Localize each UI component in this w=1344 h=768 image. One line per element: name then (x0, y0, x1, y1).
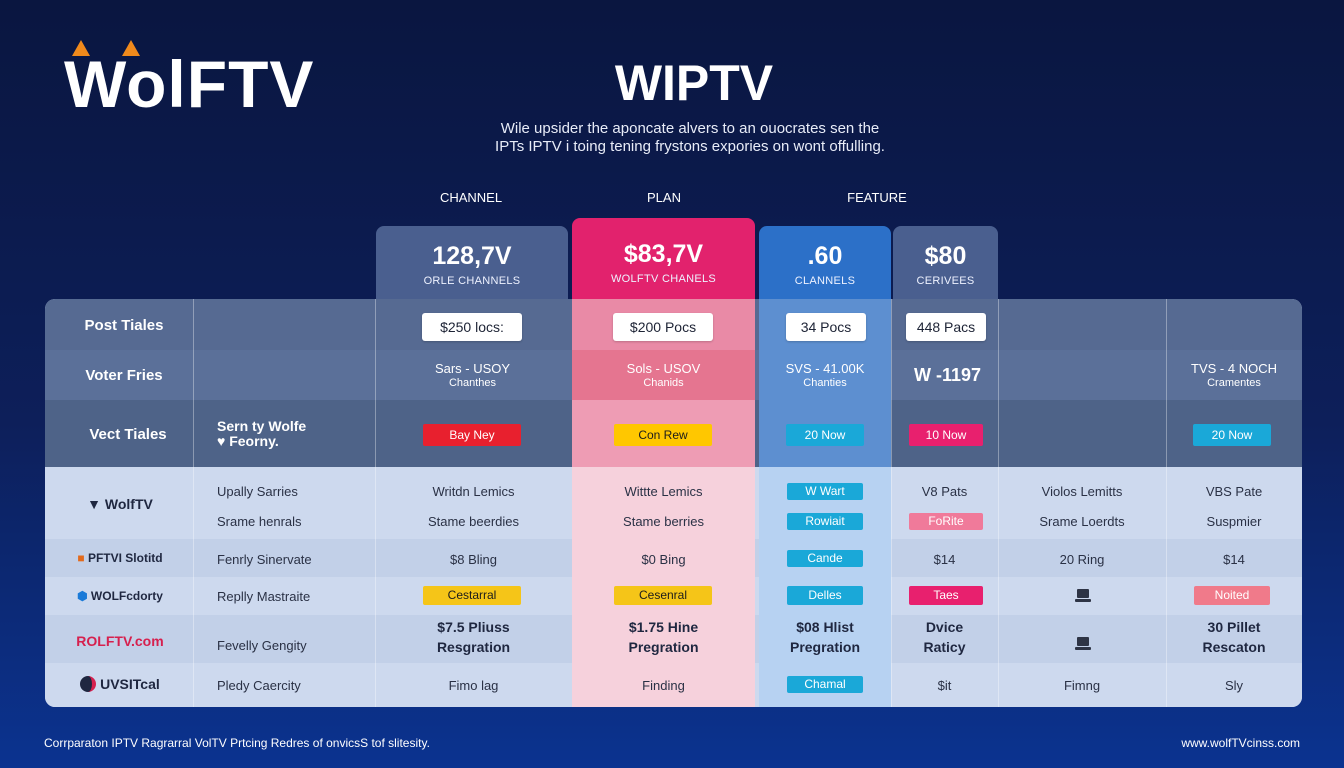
feature-left: Upally Sarries (217, 484, 298, 499)
row-cell: $0 Bing (641, 552, 686, 567)
plan-column-bg (572, 350, 755, 400)
row-cell: 30 Pillet Rescaton (1202, 619, 1266, 655)
plan-card-price: .60 (807, 242, 843, 270)
plan-card-sub: ORLE CHANNELS (423, 275, 521, 287)
row-left-label: Pledy Caercity (217, 678, 301, 693)
laptop-icon (1075, 637, 1091, 651)
tv-icon: ■ (77, 551, 85, 565)
wolf-ears-icon (70, 40, 140, 56)
row-cell: $it (937, 678, 952, 693)
brand-wolfcdorty: ⬢ WOLFcdorty (77, 589, 163, 603)
row-cell: $14 (1223, 552, 1245, 567)
plan-card-cerivees[interactable]: $80 CERIVEES (893, 226, 998, 300)
row-cell: Fimo lag (448, 678, 499, 693)
footer-caption: Corrparaton IPTV Ragrarral VolTV Prtcing… (44, 736, 430, 750)
feature-cell: Stame beerdies (427, 514, 520, 529)
plan-card-sub: CLANNELS (794, 275, 856, 287)
feature-cell: Suspmier (1206, 514, 1262, 529)
feature-left: Srame henrals (217, 514, 302, 529)
plan-card-sub: WOLFTV CHANELS (610, 273, 717, 285)
row-left-label: Fenrly Sinervate (217, 552, 312, 567)
buy-now-button[interactable]: 10 Now (909, 424, 983, 446)
row-pill[interactable]: Chamal (787, 676, 863, 693)
column-header-channel: CHANNEL (439, 190, 503, 205)
brand-rolftv: ROLFTV.com (76, 633, 164, 649)
subtitle: Wile upsider the aponcate alvers to an o… (495, 120, 885, 155)
feature-cell: Wittte Lemics (624, 484, 703, 499)
voter-value: W -1197 (913, 365, 982, 385)
row-label-voter-fries: Voter Fries (85, 367, 163, 384)
row-label-post-tiales: Post Tiales (84, 317, 164, 334)
brand-uvsitcal: UVSITcal (45, 676, 195, 692)
plan-card-price: $80 (924, 242, 967, 270)
feature-pill[interactable]: Rowiait (787, 513, 863, 530)
row-cell: $1.75 Hine Pregration (628, 619, 699, 655)
row-cell: Dvice Raticy (923, 619, 966, 655)
row-cell: Fimng (1063, 678, 1101, 693)
paw-icon: ⬢ (77, 589, 88, 603)
price-box[interactable]: 448 Pacs (906, 313, 986, 341)
row-pill[interactable]: Cestarral (423, 586, 521, 605)
row-pill[interactable]: Delles (787, 586, 863, 605)
row-cell: $08 Hlist Pregration (789, 619, 860, 655)
plan-card-clannels[interactable]: .60 CLANNELS (759, 226, 891, 300)
buy-now-button[interactable]: 20 Now (786, 424, 864, 446)
circle-logo-icon (80, 676, 97, 692)
vect-left-text: Sern ty Wolfe ♥ Feorny. (217, 418, 307, 449)
buy-now-button[interactable]: Con Rew (614, 424, 712, 446)
laptop-icon (1075, 589, 1091, 603)
buy-now-button[interactable]: 20 Now (1193, 424, 1271, 446)
voter-value: Sars - USOY Chanthes (434, 361, 511, 390)
feature-cell: V8 Pats (921, 484, 968, 499)
feature-cell: Violos Lemitts (1041, 484, 1123, 499)
column-header-plan: PLAN (647, 190, 681, 205)
row-cell: Sly (1224, 678, 1244, 693)
voter-value: Sols - USOV Chanids (626, 361, 701, 390)
feature-cell: Stame berries (623, 514, 704, 529)
row-cell: $14 (933, 552, 956, 567)
row-pill[interactable]: Cande (787, 550, 863, 567)
comparison-table: Post Tiales Voter Fries Vect Tiales $250… (45, 299, 1302, 707)
row-pill[interactable]: Noited (1194, 586, 1270, 605)
price-box[interactable]: 34 Pocs (786, 313, 866, 341)
price-box[interactable]: $200 Pocs (613, 313, 713, 341)
wolftv-logo: WolFTV (64, 40, 314, 122)
plan-card-wolftv[interactable]: $83,7V WOLFTV CHANELS (572, 218, 755, 300)
main-title: WIPTV (614, 55, 774, 111)
buy-now-button[interactable]: Bay Ney (423, 424, 521, 446)
row-pill[interactable]: Cesenral (614, 586, 712, 605)
plan-card-price: $83,7V (623, 240, 704, 268)
feature-pill[interactable]: W Wart (787, 483, 863, 500)
wolf-head-icon: ▼ (87, 496, 101, 512)
feature-cell: Srame Loerdts (1039, 514, 1125, 529)
row-left-label: Replly Mastraite (217, 589, 311, 604)
feature-cell: Writdn Lemics (432, 484, 515, 499)
row-left-label: Fevelly Gengity (217, 638, 307, 653)
row-cell: $8 Bling (450, 552, 497, 567)
column-header-feature: FEATURE (847, 190, 907, 205)
voter-value: SVS - 41.00K Chanties (785, 361, 865, 390)
price-box[interactable]: $250 locs: (422, 313, 522, 341)
row-cell: Finding (642, 678, 685, 693)
feature-pill[interactable]: FoRite (909, 513, 983, 530)
voter-value: TVS - 4 NOCH Cramentes (1191, 361, 1277, 390)
plan-card-channels[interactable]: 128,7V ORLE CHANNELS (376, 226, 568, 300)
plan-card-price: 128,7V (432, 242, 512, 270)
footer-url-link[interactable]: www.wolfTVcinss.com (1181, 736, 1300, 750)
brand-pftvi: ■ PFTVI Slotitd (77, 551, 163, 565)
row-label-vect-tiales: Vect Tiales (89, 426, 167, 443)
plan-card-sub: CERIVEES (916, 275, 975, 287)
row-cell: $7.5 Pliuss Resgration (436, 619, 511, 655)
feature-cell: VBS Pate (1205, 484, 1263, 499)
brand-wolftv: ▼ WolfTV (87, 496, 153, 512)
row-cell: 20 Ring (1059, 552, 1105, 567)
row-pill[interactable]: Taes (909, 586, 983, 605)
